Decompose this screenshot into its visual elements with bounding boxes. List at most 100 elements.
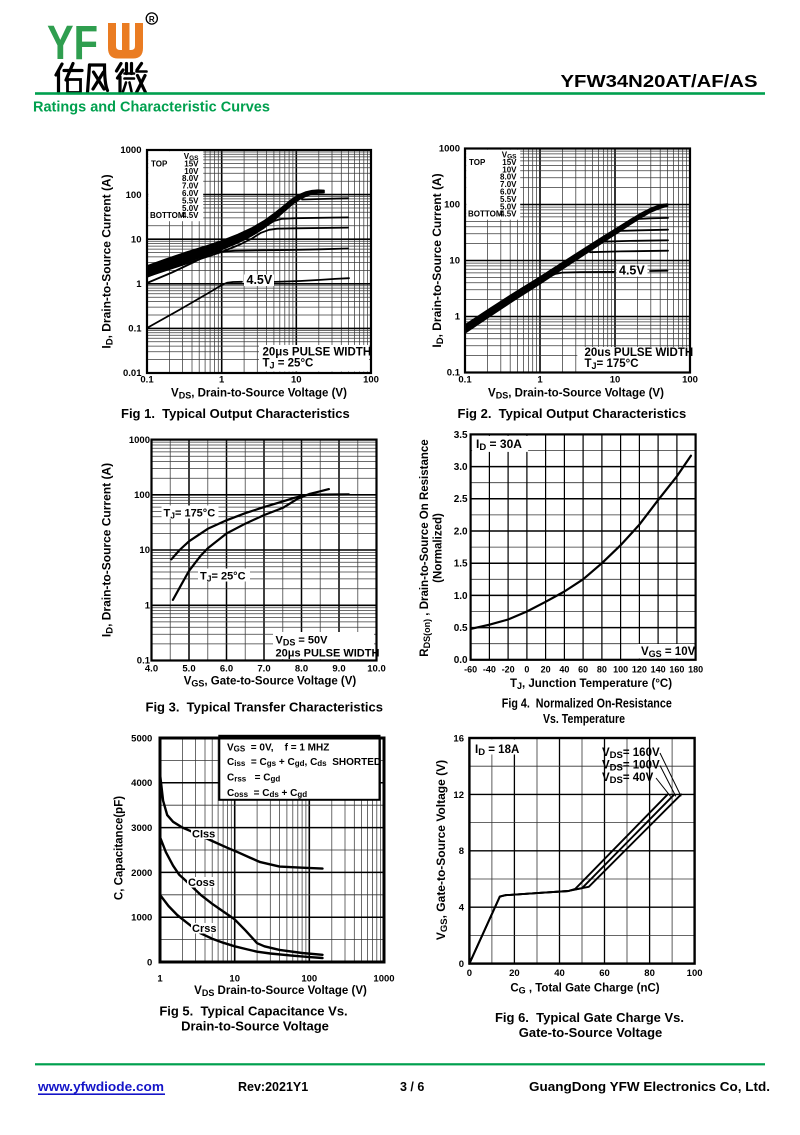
svg-text:100: 100 xyxy=(363,375,379,386)
svg-text:80: 80 xyxy=(597,665,607,675)
svg-text:160: 160 xyxy=(669,665,684,675)
svg-text:VDS, Drain-to-Source Voltage (: VDS, Drain-to-Source Voltage (V) xyxy=(488,388,664,401)
svg-text:Crss: Crss xyxy=(192,923,216,935)
svg-text:20: 20 xyxy=(541,665,551,675)
svg-text:TJ = 25°C: TJ = 25°C xyxy=(263,358,314,371)
svg-text:TJ= 175°C: TJ= 175°C xyxy=(585,358,639,371)
svg-text:0: 0 xyxy=(459,959,464,970)
svg-text:VGS = 10V: VGS = 10V xyxy=(641,646,696,659)
svg-text:(Normalized): (Normalized) xyxy=(433,513,445,583)
svg-text:6.0V: 6.0V xyxy=(182,189,199,198)
svg-text:8: 8 xyxy=(459,846,464,857)
svg-text:BOTTOM: BOTTOM xyxy=(468,210,503,219)
svg-text:100: 100 xyxy=(613,665,628,675)
svg-text:1000: 1000 xyxy=(439,144,460,155)
svg-text:100: 100 xyxy=(444,200,460,211)
svg-text:Fig 6. Typical Gate Charge Vs: Fig 6. Typical Gate Charge Vs. xyxy=(495,1010,684,1025)
svg-text:20: 20 xyxy=(509,968,520,979)
svg-text:4000: 4000 xyxy=(131,778,152,789)
svg-text:1: 1 xyxy=(145,601,151,612)
svg-text:6.0V: 6.0V xyxy=(500,188,517,197)
svg-text:TJ, Junction Temperature (°C): TJ, Junction Temperature (°C) xyxy=(510,678,672,691)
svg-text:3.0: 3.0 xyxy=(454,462,468,473)
svg-text:6.0: 6.0 xyxy=(220,664,233,675)
svg-text:3000: 3000 xyxy=(131,823,152,834)
svg-text:1: 1 xyxy=(537,375,543,386)
svg-text:5.5V: 5.5V xyxy=(182,196,199,205)
svg-text:60: 60 xyxy=(578,665,588,675)
svg-text:140: 140 xyxy=(651,665,666,675)
svg-text:1000: 1000 xyxy=(120,145,141,156)
svg-text:20μs PULSE WIDTH: 20μs PULSE WIDTH xyxy=(263,347,372,359)
svg-text:VDS= 160V: VDS= 160V xyxy=(602,747,660,761)
svg-text:Vs. Temperature: Vs. Temperature xyxy=(543,711,625,726)
svg-text:4: 4 xyxy=(459,903,465,914)
svg-text:1000: 1000 xyxy=(129,435,150,446)
svg-text:100: 100 xyxy=(301,974,317,985)
svg-text:TJ= 25°C: TJ= 25°C xyxy=(200,571,246,584)
svg-text:TOP: TOP xyxy=(151,159,168,168)
svg-text:7.0V: 7.0V xyxy=(182,182,199,191)
svg-text:5.0V: 5.0V xyxy=(182,204,199,213)
svg-text:10.0: 10.0 xyxy=(367,664,386,675)
svg-text:1.0: 1.0 xyxy=(454,591,468,602)
svg-text:Fig 1. Typical Output Charact: Fig 1. Typical Output Characteristics xyxy=(121,406,350,421)
svg-text:7.0V: 7.0V xyxy=(500,180,517,189)
svg-text:Gate-to-Source Voltage: Gate-to-Source Voltage xyxy=(519,1025,663,1040)
svg-text:Ratings and Characteristic Cur: Ratings and Characteristic Curves xyxy=(33,100,270,116)
svg-text:C, Capacitance(pF): C, Capacitance(pF) xyxy=(114,796,126,900)
svg-text:10: 10 xyxy=(139,545,150,556)
svg-text:12: 12 xyxy=(453,790,464,801)
svg-text:40: 40 xyxy=(559,665,569,675)
svg-text:YF: YF xyxy=(47,17,98,70)
svg-text:5000: 5000 xyxy=(131,733,152,744)
svg-text:0: 0 xyxy=(467,968,472,979)
svg-text:1: 1 xyxy=(455,312,461,323)
svg-text:Coss = Cds + Cgd: Coss = Cds + Cgd xyxy=(227,788,307,799)
svg-text:4.5V: 4.5V xyxy=(182,211,199,220)
svg-text:VDS= 100V: VDS= 100V xyxy=(602,760,660,774)
svg-text:Ciss = Cgs + Cgd, Cds SHORTE: Ciss = Cgs + Cgd, Cds SHORTED xyxy=(227,757,381,768)
svg-text:8.0: 8.0 xyxy=(295,664,308,675)
svg-text:100: 100 xyxy=(682,375,698,386)
svg-text:0.1: 0.1 xyxy=(140,375,154,386)
svg-text:ID = 18A: ID = 18A xyxy=(475,744,519,758)
svg-text:YFW34N20AT/AF/AS: YFW34N20AT/AF/AS xyxy=(561,71,758,91)
svg-text:ID = 30A: ID = 30A xyxy=(476,437,522,453)
svg-text:www.yfwdiode.com: www.yfwdiode.com xyxy=(37,1079,164,1094)
svg-text:0.1: 0.1 xyxy=(137,656,151,667)
svg-text:2.0: 2.0 xyxy=(454,526,468,537)
svg-text:VDS Drain-to-Source Voltage (V: VDS Drain-to-Source Voltage (V) xyxy=(194,985,367,998)
svg-text:40: 40 xyxy=(554,968,565,979)
svg-text:10V: 10V xyxy=(184,167,199,176)
svg-text:2000: 2000 xyxy=(131,868,152,879)
svg-text:0.5: 0.5 xyxy=(454,623,468,634)
svg-text:8.0V: 8.0V xyxy=(182,174,199,183)
svg-text:CIss: CIss xyxy=(192,829,215,841)
svg-text:VGS: VGS xyxy=(502,151,517,161)
svg-text:ID, Drain-to-Source Current (A: ID, Drain-to-Source Current (A) xyxy=(100,463,116,637)
svg-text:4.5V: 4.5V xyxy=(619,264,645,278)
svg-text:GuangDong YFW Electronics Co,: GuangDong YFW Electronics Co, Ltd. xyxy=(529,1079,770,1094)
svg-text:10: 10 xyxy=(291,375,302,386)
svg-text:ID, Drain-to-Source Current (A: ID, Drain-to-Source Current (A) xyxy=(100,174,116,348)
svg-text:Fig 5. Typical Capacitance Vs: Fig 5. Typical Capacitance Vs. xyxy=(159,1004,347,1019)
svg-text:5.0V: 5.0V xyxy=(500,202,517,211)
svg-text:10V: 10V xyxy=(502,165,517,174)
svg-text:10: 10 xyxy=(229,974,240,985)
svg-text:VGS: VGS xyxy=(184,152,199,162)
svg-text:TJ= 175°C: TJ= 175°C xyxy=(164,508,216,521)
svg-text:16: 16 xyxy=(453,733,464,744)
svg-text:15V: 15V xyxy=(184,159,199,168)
svg-text:0: 0 xyxy=(524,665,529,675)
svg-text:10: 10 xyxy=(131,234,142,245)
svg-text:100: 100 xyxy=(687,968,703,979)
svg-text:Coss: Coss xyxy=(188,877,215,889)
svg-text:VDS= 40V: VDS= 40V xyxy=(602,772,654,786)
svg-text:1000: 1000 xyxy=(373,974,394,985)
svg-text:60: 60 xyxy=(599,968,610,979)
svg-text:R: R xyxy=(149,15,155,24)
svg-text:Rev:2021Y1: Rev:2021Y1 xyxy=(238,1080,308,1094)
svg-text:5.5V: 5.5V xyxy=(500,195,517,204)
svg-text:Drain-to-Source Voltage: Drain-to-Source Voltage xyxy=(181,1019,329,1034)
